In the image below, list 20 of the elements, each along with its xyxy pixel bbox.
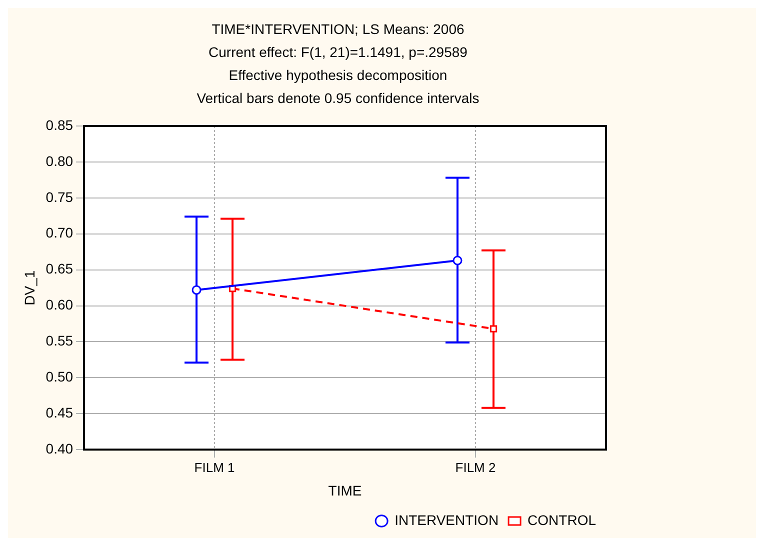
y-tick-label: 0.80 <box>46 152 74 169</box>
text: Effective hypothesis decomposition <box>228 66 448 85</box>
x-tick-label: FILM 1 <box>194 460 235 475</box>
y-axis-title: DV_1 <box>21 270 38 306</box>
x-axis-title: TIME <box>328 482 362 498</box>
y-tick-label: 0.65 <box>46 260 74 277</box>
y-tick-label: 0.75 <box>46 188 74 205</box>
y-tick-label: 0.70 <box>46 224 74 241</box>
y-tick-label: 0.45 <box>46 404 74 421</box>
chart-subtitle: Current effect: F(1, 21)=1.1491, p=.29589 <box>208 43 468 62</box>
y-tick-label: 0.55 <box>46 332 74 349</box>
text: Vertical bars denote 0.95 confidence intervals <box>196 89 480 108</box>
y-tick-label: 0.60 <box>46 296 74 313</box>
chart-title: TIME*INTERVENTION; LS Means: 2006 <box>210 20 466 39</box>
legend-label: INTERVENTION <box>394 512 499 528</box>
y-tick-label: 0.50 <box>46 368 74 385</box>
y-tick-label: 0.40 <box>46 440 74 456</box>
x-tick-label: FILM 2 <box>455 460 496 475</box>
y-tick-label: 0.85 <box>46 116 74 133</box>
legend-label: CONTROL <box>528 512 596 528</box>
